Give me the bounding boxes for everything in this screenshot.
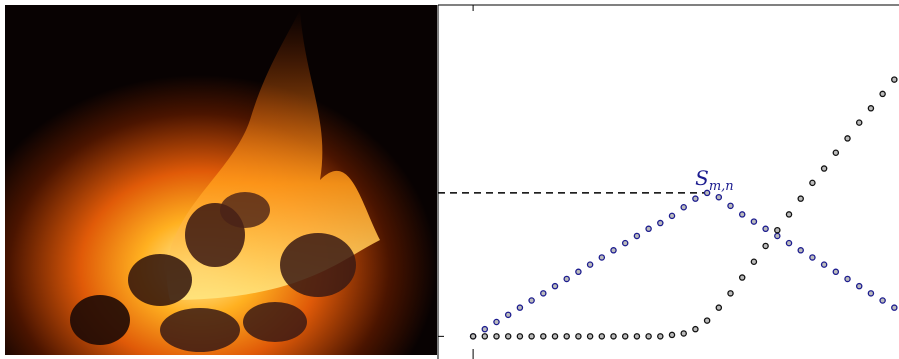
point — [705, 318, 710, 323]
point — [646, 226, 651, 231]
point — [868, 106, 873, 111]
point — [751, 259, 756, 264]
point — [658, 334, 663, 339]
point — [681, 331, 686, 336]
point — [576, 334, 581, 339]
point — [880, 298, 885, 303]
point — [822, 262, 827, 267]
point — [880, 91, 885, 96]
point — [634, 233, 639, 238]
point — [786, 241, 791, 246]
point — [892, 77, 897, 82]
point — [798, 196, 803, 201]
point — [471, 334, 476, 339]
point — [588, 262, 593, 267]
point — [857, 284, 862, 289]
point — [728, 291, 733, 296]
point — [716, 195, 721, 200]
point — [740, 212, 745, 217]
point — [517, 334, 522, 339]
fire-photo — [5, 5, 437, 355]
point — [658, 220, 663, 225]
annotation-subscript: m,n — [709, 179, 734, 194]
point — [669, 332, 674, 337]
point — [634, 334, 639, 339]
point — [810, 255, 815, 260]
point — [506, 334, 511, 339]
point — [588, 334, 593, 339]
point — [693, 196, 698, 201]
point — [763, 226, 768, 231]
point — [517, 305, 522, 310]
point — [482, 327, 487, 332]
point — [646, 334, 651, 339]
point — [786, 212, 791, 217]
point — [623, 241, 628, 246]
point — [798, 248, 803, 253]
point — [529, 334, 534, 339]
point — [775, 233, 780, 238]
point — [763, 243, 768, 248]
point — [599, 334, 604, 339]
point — [623, 334, 628, 339]
point — [552, 334, 557, 339]
point — [728, 203, 733, 208]
point — [482, 334, 487, 339]
point — [740, 275, 745, 280]
point — [833, 150, 838, 155]
plot: Sm,n — [438, 5, 897, 359]
point — [775, 228, 780, 233]
point — [845, 136, 850, 141]
point — [810, 180, 815, 185]
annotation-text: S — [695, 166, 709, 190]
point — [529, 298, 534, 303]
point — [833, 269, 838, 274]
point — [892, 305, 897, 310]
point — [751, 219, 756, 224]
point — [693, 327, 698, 332]
point — [857, 120, 862, 125]
point — [611, 334, 616, 339]
point — [681, 205, 686, 210]
annotation: Sm,n — [695, 166, 734, 194]
point — [576, 269, 581, 274]
point — [868, 291, 873, 296]
point — [716, 305, 721, 310]
figure: Sm,n — [0, 0, 899, 359]
point — [506, 312, 511, 317]
point — [611, 248, 616, 253]
point — [494, 334, 499, 339]
point — [845, 276, 850, 281]
point — [599, 255, 604, 260]
plot-frame — [438, 5, 899, 359]
point — [552, 284, 557, 289]
point — [564, 276, 569, 281]
point — [822, 166, 827, 171]
point — [541, 334, 546, 339]
point — [669, 213, 674, 218]
point — [494, 319, 499, 324]
point — [564, 334, 569, 339]
point — [541, 291, 546, 296]
